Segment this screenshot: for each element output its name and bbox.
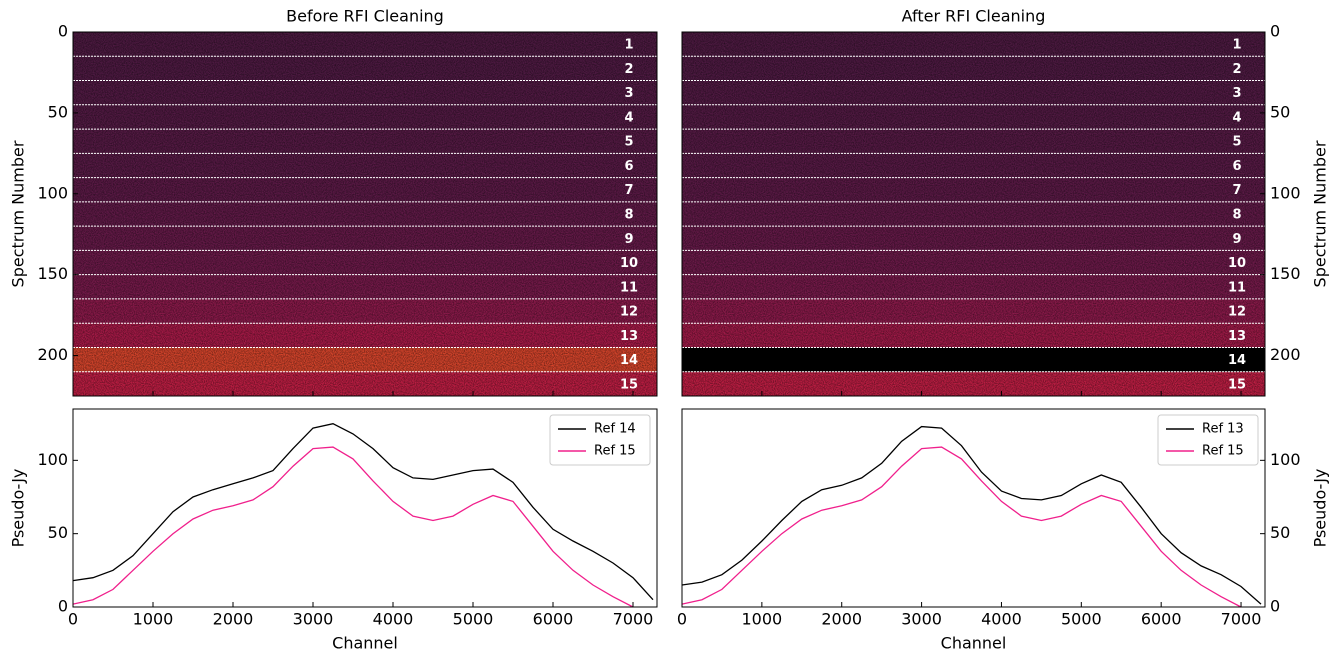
band-label: 6 xyxy=(1232,159,1241,174)
x-tick-label: 6000 xyxy=(533,610,574,629)
x-tick-label: 2000 xyxy=(821,610,862,629)
band-label: 7 xyxy=(624,183,633,198)
band-label: 2 xyxy=(1232,62,1241,77)
y-axis-label: Spectrum Number xyxy=(1311,140,1330,287)
legend-label: Ref 15 xyxy=(1202,444,1244,459)
x-tick-label: 0 xyxy=(677,610,687,629)
y-tick-label: 100 xyxy=(1270,183,1301,202)
y-tick-label: 0 xyxy=(1270,597,1280,616)
panel: 123456789101112131415050100150200Before … xyxy=(9,7,658,397)
y-tick-label: 100 xyxy=(37,450,68,469)
x-tick-label: 1000 xyxy=(742,610,783,629)
band-label: 13 xyxy=(620,329,638,344)
y-tick-label: 50 xyxy=(48,523,68,542)
x-tick-label: 7000 xyxy=(613,610,654,629)
band-label: 13 xyxy=(1228,329,1246,344)
legend-label: Ref 15 xyxy=(594,444,636,459)
y-axis-label: Pseudo-Jy xyxy=(1311,469,1330,548)
y-tick-label: 0 xyxy=(58,22,68,41)
band-label: 15 xyxy=(620,377,638,392)
x-tick-label: 5000 xyxy=(1061,610,1102,629)
legend-box xyxy=(1157,414,1259,466)
x-tick-label: 5000 xyxy=(453,610,494,629)
y-tick-label: 50 xyxy=(1270,523,1290,542)
legend-label: Ref 13 xyxy=(1202,422,1244,437)
x-axis-label: Channel xyxy=(941,634,1007,653)
band-label: 14 xyxy=(1228,353,1246,368)
x-axis-label: Channel xyxy=(332,634,398,653)
band-label: 8 xyxy=(624,208,633,223)
band-label: 3 xyxy=(1232,86,1241,101)
x-tick-label: 1000 xyxy=(133,610,174,629)
y-tick-label: 50 xyxy=(48,102,68,121)
band-label: 14 xyxy=(620,353,638,368)
band-label: 4 xyxy=(624,110,633,125)
band-label: 7 xyxy=(1232,183,1241,198)
band-label: 15 xyxy=(1228,377,1246,392)
band-label: 10 xyxy=(1228,256,1246,271)
band-label: 1 xyxy=(1232,38,1241,53)
y-tick-label: 200 xyxy=(1270,345,1301,364)
axes-frame xyxy=(72,31,658,397)
band-label: 9 xyxy=(624,232,633,247)
axes-frame xyxy=(681,31,1266,397)
band-label: 9 xyxy=(1232,232,1241,247)
series-line xyxy=(681,425,1262,605)
y-tick-label: 200 xyxy=(37,345,68,364)
x-tick-label: 4000 xyxy=(373,610,414,629)
band-label: 5 xyxy=(1232,135,1241,150)
axes-frame xyxy=(72,408,658,608)
y-tick-label: 150 xyxy=(1270,264,1301,283)
y-tick-label: 150 xyxy=(37,264,68,283)
noise xyxy=(682,32,1265,396)
noise xyxy=(73,32,657,396)
chart-title: Before RFI Cleaning xyxy=(286,7,444,26)
band-label: 6 xyxy=(624,159,633,174)
band-label: 12 xyxy=(620,305,638,320)
x-tick-label: 7000 xyxy=(1221,610,1262,629)
y-tick-label: 0 xyxy=(1270,22,1280,41)
x-tick-label: 3000 xyxy=(901,610,942,629)
x-tick-label: 3000 xyxy=(293,610,334,629)
y-axis-label: Spectrum Number xyxy=(9,140,28,287)
axes-frame xyxy=(681,408,1266,608)
y-tick-label: 100 xyxy=(37,183,68,202)
band-label: 4 xyxy=(1232,110,1241,125)
band-label: 1 xyxy=(624,38,633,53)
series-line xyxy=(72,446,634,608)
series-line xyxy=(681,446,1242,608)
band-label: 8 xyxy=(1232,208,1241,223)
x-tick-label: 0 xyxy=(68,610,78,629)
y-axis-label: Pseudo-Jy xyxy=(9,469,28,548)
y-tick-label: 100 xyxy=(1270,450,1301,469)
band-label: 3 xyxy=(624,86,633,101)
band-label: 5 xyxy=(624,135,633,150)
band-label: 11 xyxy=(620,280,638,295)
legend-box xyxy=(549,414,651,466)
x-tick-label: 2000 xyxy=(213,610,254,629)
band-label: 2 xyxy=(624,62,633,77)
chart-title: After RFI Cleaning xyxy=(902,7,1046,26)
band-label: 11 xyxy=(1228,280,1246,295)
band-label: 12 xyxy=(1228,305,1246,320)
x-tick-label: 4000 xyxy=(981,610,1022,629)
legend-label: Ref 14 xyxy=(594,422,636,437)
y-tick-label: 50 xyxy=(1270,102,1290,121)
series-line xyxy=(72,423,654,601)
y-tick-label: 0 xyxy=(58,597,68,616)
x-tick-label: 6000 xyxy=(1141,610,1182,629)
band-label: 10 xyxy=(620,256,638,271)
